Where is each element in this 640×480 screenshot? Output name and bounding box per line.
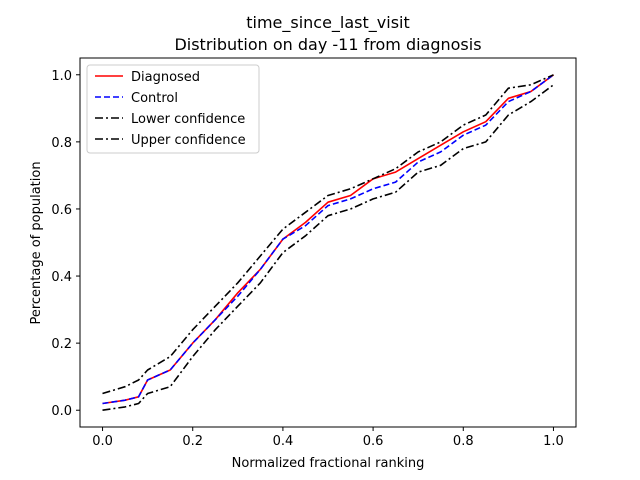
axes-frame — [79, 57, 577, 428]
y-tick-label: 0.0 — [51, 404, 72, 419]
y-tick-label: 1.0 — [51, 69, 72, 84]
legend-box — [86, 64, 260, 154]
y-axis-label: Percentage of population — [29, 161, 44, 324]
y-tick-label: 0.8 — [51, 136, 72, 151]
legend-label-control: Control — [131, 91, 178, 106]
series-line-upper-confidence — [102, 74, 554, 395]
ticks: 0.0 0.2 0.4 0.6 0.8 1.0 0.0 0.2 0.4 0.6 0.8 1.0 — [51, 69, 563, 449]
y-tick-label: 0.6 — [51, 203, 72, 218]
x-tick-label: 0.8 — [453, 434, 474, 449]
chart-title: time_since_last_visit — [246, 13, 410, 33]
x-tick-label: 1.0 — [543, 434, 564, 449]
x-tick-label: 0.4 — [273, 434, 294, 449]
legend-label-diagnosed: Diagnosed — [131, 70, 200, 85]
plot-area — [102, 74, 554, 411]
axes — [79, 57, 577, 428]
y-tick-label: 0.4 — [51, 270, 72, 285]
series-line-lower-confidence — [102, 84, 554, 411]
legend-label-upper-confidence: Upper confidence — [131, 133, 246, 148]
legend: Diagnosed Control Lower confidence Upper co… — [86, 64, 260, 154]
x-tick-label: 0.6 — [363, 434, 384, 449]
series-line-control — [102, 74, 554, 405]
chart-subtitle: Distribution on day -11 from diagnosis — [174, 35, 481, 54]
y-tick-label: 0.2 — [51, 337, 72, 352]
legend-label-lower-confidence: Lower confidence — [131, 112, 245, 127]
x-tick-label: 0.2 — [182, 434, 203, 449]
x-tick-label: 0.0 — [92, 434, 113, 449]
x-axis-label: Normalized fractional ranking — [232, 456, 425, 471]
